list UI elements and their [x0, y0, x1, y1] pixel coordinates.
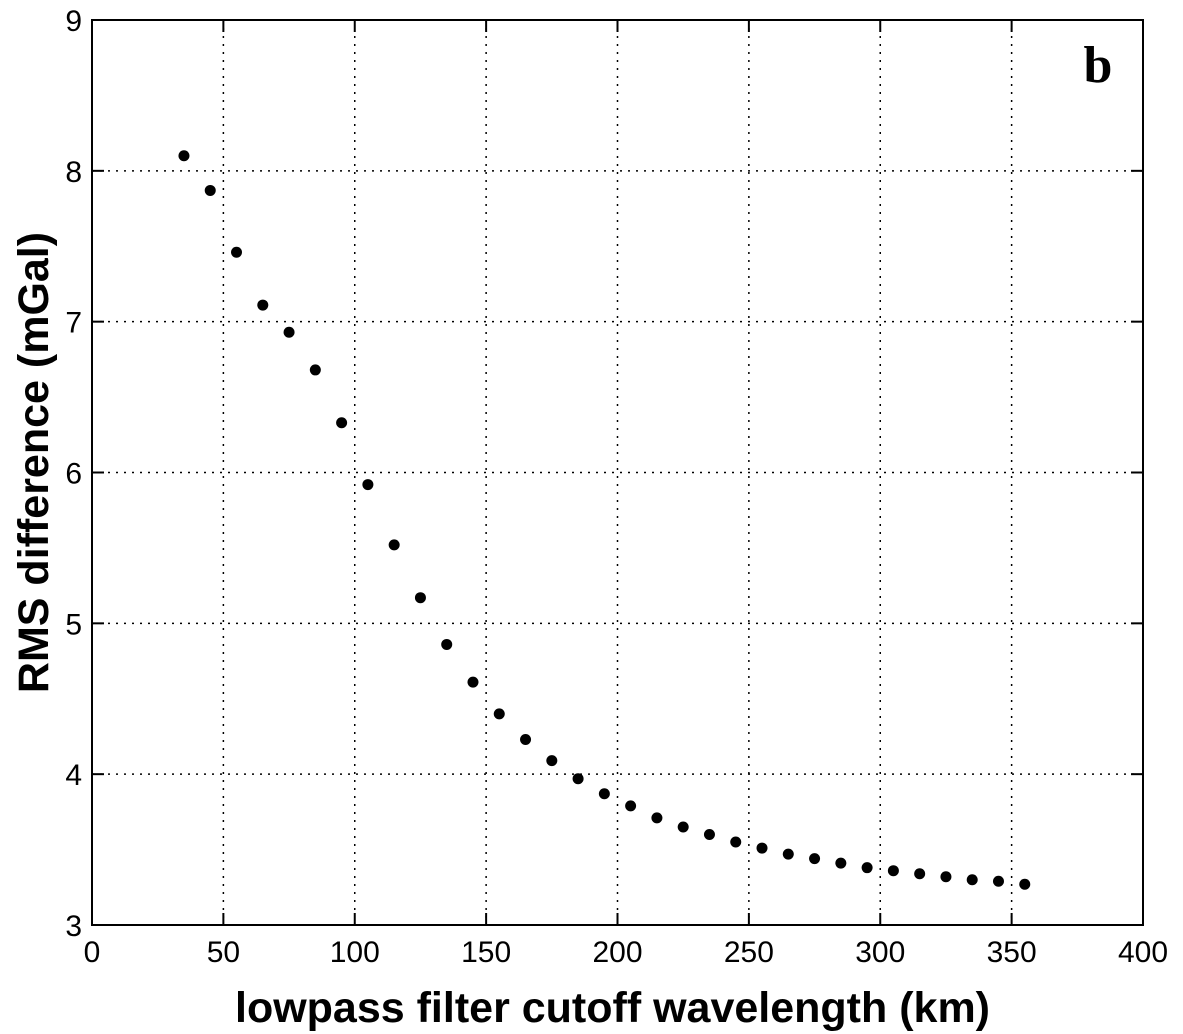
data-point	[730, 836, 742, 848]
data-point	[887, 865, 899, 877]
data-point	[756, 842, 768, 854]
data-point	[598, 788, 610, 800]
grid-lines	[92, 20, 1143, 925]
data-point	[414, 592, 426, 604]
x-tick-label: 150	[461, 936, 511, 969]
panel-label: b	[1084, 37, 1113, 94]
data-point	[309, 364, 321, 376]
data-point	[231, 246, 243, 258]
data-point	[809, 853, 821, 865]
data-point	[336, 417, 348, 429]
data-point	[677, 821, 689, 833]
x-tick-label: 350	[987, 936, 1037, 969]
y-tick-label: 9	[65, 5, 82, 38]
x-tick-label: 100	[330, 936, 380, 969]
data-point	[204, 184, 216, 196]
data-point	[572, 773, 584, 785]
data-point	[914, 868, 926, 880]
y-tick-label: 3	[65, 910, 82, 943]
x-axis-label: lowpass filter cutoff wavelength (km)	[235, 984, 990, 1032]
data-point	[625, 800, 637, 812]
data-point	[283, 326, 295, 338]
data-point	[441, 638, 453, 650]
x-tick-label: 50	[207, 936, 240, 969]
data-point	[782, 848, 794, 860]
data-point	[703, 829, 715, 840]
data-point	[362, 479, 374, 491]
data-point	[1019, 878, 1031, 890]
x-tick-label: 200	[592, 936, 642, 969]
y-tick-label: 5	[65, 608, 82, 641]
data-point	[257, 299, 269, 311]
y-tick-label: 8	[65, 156, 82, 189]
y-axis-label: RMS difference (mGal)	[10, 232, 58, 693]
data-point	[520, 733, 532, 745]
y-tick-label: 6	[65, 458, 82, 491]
data-point	[651, 812, 663, 824]
y-tick-label: 7	[65, 307, 82, 340]
data-point	[388, 539, 400, 551]
x-tick-label: 0	[84, 936, 101, 969]
data-point	[992, 875, 1004, 887]
axis-ticks: 0 50 100 150 200 250 300 350 400 3 4 5 6 7 8 9	[65, 5, 1168, 969]
data-point	[861, 862, 873, 874]
data-points	[178, 150, 1031, 890]
data-point	[467, 676, 479, 688]
x-tick-label: 400	[1118, 936, 1168, 969]
x-tick-label: 250	[724, 936, 774, 969]
data-point	[966, 874, 978, 886]
data-point	[546, 755, 558, 767]
data-point	[493, 708, 505, 720]
data-point	[178, 150, 190, 162]
data-point	[835, 857, 847, 869]
x-tick-label: 300	[855, 936, 905, 969]
data-point	[940, 871, 952, 883]
y-tick-label: 4	[65, 759, 82, 792]
